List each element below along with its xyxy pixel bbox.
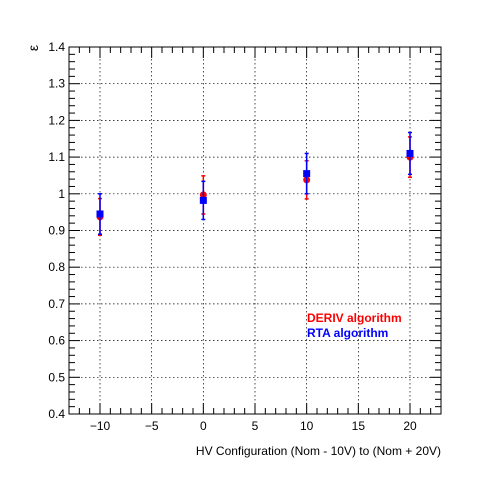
x-axis-label: HV Configuration (Nom - 10V) to (Nom + 2…: [196, 444, 441, 458]
data-point: [303, 170, 311, 178]
data-point: [96, 210, 104, 218]
y-axis-label: ε: [25, 45, 41, 51]
legend-entry: RTA algorithm: [307, 326, 388, 340]
y-tick-label: 1: [58, 187, 65, 201]
y-tick-label: 0.6: [48, 334, 65, 348]
y-tick-label: 1.2: [48, 113, 65, 127]
x-tick-label: 15: [352, 419, 366, 433]
x-tick-label: −5: [145, 419, 159, 433]
grid-layer: [69, 47, 441, 414]
y-axis-ticks: [69, 46, 441, 415]
y-tick-label: 0.5: [48, 370, 65, 384]
x-tick-label: 10: [300, 419, 314, 433]
y-tick-labels: 0.4 0.5 0.6 0.7 0.8 0.9 1 1.1 1.2 1.3 1.4: [48, 40, 65, 421]
y-tick-label: 0.9: [48, 224, 65, 238]
y-tick-label: 0.7: [48, 297, 65, 311]
series-rta: [96, 131, 414, 235]
y-tick-label: 1.3: [48, 77, 65, 91]
x-tick-labels: −10 −5 0 5 10 15 20: [90, 419, 417, 433]
x-axis-ticks: [68, 47, 442, 414]
series-layer: [96, 131, 414, 237]
data-point: [406, 149, 414, 157]
x-tick-label: 20: [403, 419, 417, 433]
x-tick-label: −10: [90, 419, 111, 433]
y-tick-label: 1.1: [48, 150, 65, 164]
legend-entry: DERIV algorithm: [307, 311, 402, 325]
data-point: [199, 196, 207, 204]
x-tick-label: 5: [252, 419, 259, 433]
y-tick-label: 0.4: [48, 407, 65, 421]
x-tick-label: 0: [200, 419, 207, 433]
y-tick-label: 1.4: [48, 40, 65, 54]
y-tick-label: 0.8: [48, 260, 65, 274]
